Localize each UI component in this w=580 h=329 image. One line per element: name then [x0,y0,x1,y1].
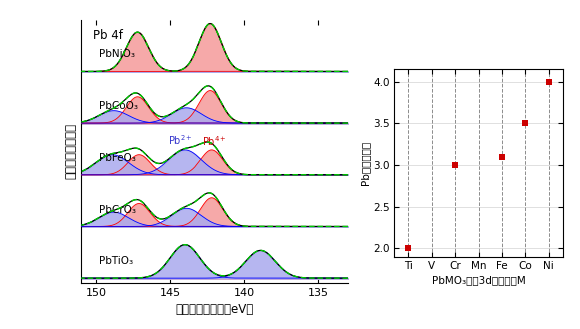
Text: PbFeO₃: PbFeO₃ [99,153,136,163]
Text: PbCrO₃: PbCrO₃ [99,205,136,215]
Text: PbTiO₃: PbTiO₃ [99,256,133,266]
X-axis label: 結合エネルギー（eV）: 結合エネルギー（eV） [176,303,253,316]
Y-axis label: 強度（任意単位）: 強度（任意単位） [64,123,77,179]
Text: Pb$^{2+}$: Pb$^{2+}$ [168,133,193,147]
Text: PbNiO₃: PbNiO₃ [99,49,135,60]
X-axis label: PbMO₃中の3d遷移金属M: PbMO₃中の3d遷移金属M [432,276,525,286]
Y-axis label: Pbの平均価数: Pbの平均価数 [360,141,370,185]
Text: Pb$^{4+}$: Pb$^{4+}$ [202,135,227,148]
Text: PbCoO₃: PbCoO₃ [99,101,138,111]
Text: Pb 4f: Pb 4f [93,29,123,42]
